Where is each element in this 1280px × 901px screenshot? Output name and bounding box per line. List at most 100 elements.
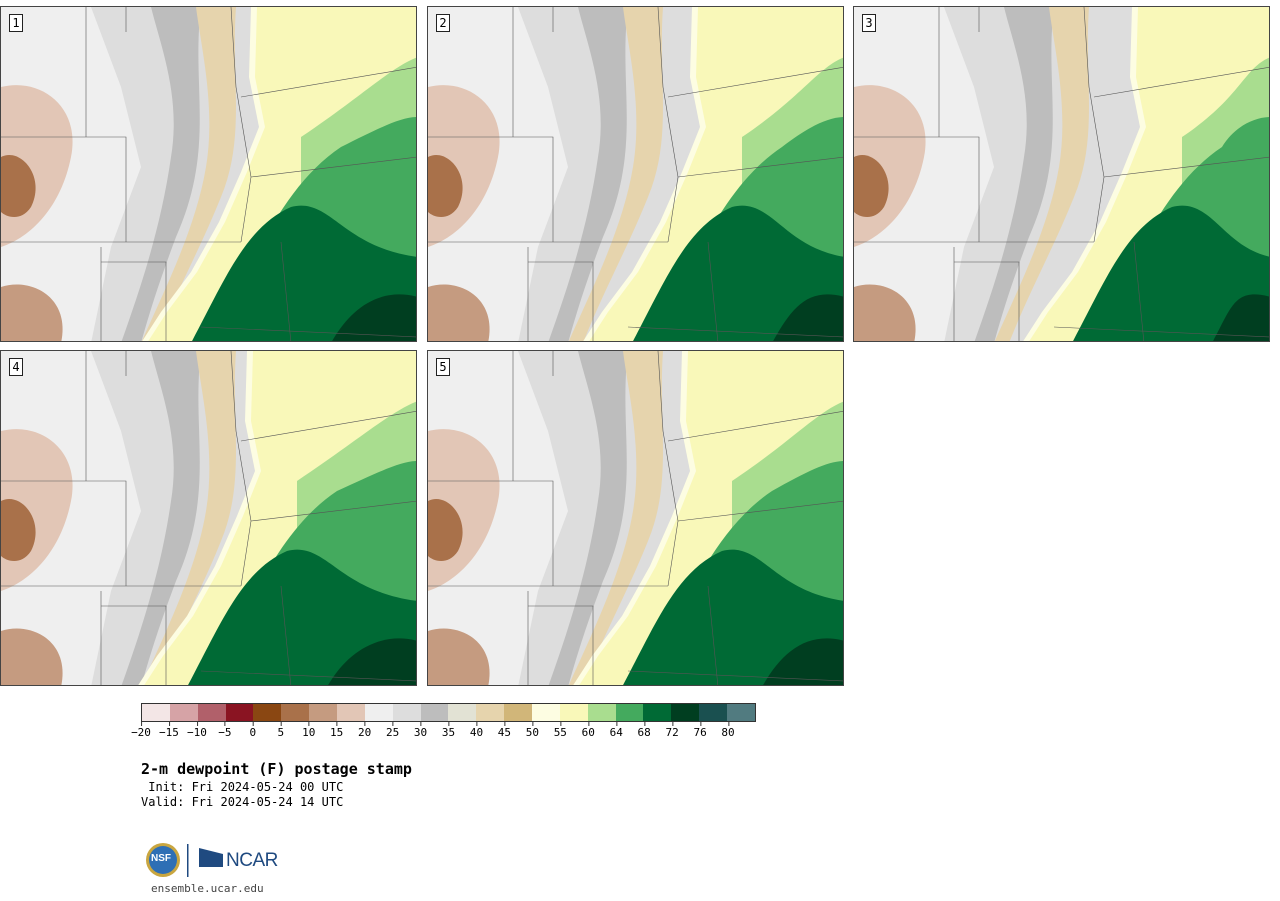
- colorbar-tick-label: 80: [721, 722, 735, 744]
- state-border: [667, 67, 843, 98]
- colorbar-tick-label: −5: [218, 722, 231, 744]
- colorbar-tick-label: 55: [554, 722, 567, 744]
- nsf-seal: [149, 846, 177, 874]
- plains-gray-band: [121, 351, 201, 685]
- rockies-brown: [428, 155, 463, 217]
- state-border: [1103, 156, 1269, 178]
- moist-band-68: [1073, 205, 1269, 341]
- colorbar-tick-label: 15: [330, 722, 343, 744]
- colorbar-tick-label: 50: [526, 722, 539, 744]
- dewpoint-map: [1, 7, 416, 341]
- colorbar-tick-label: 45: [498, 722, 511, 744]
- colorbar-segment: [364, 704, 393, 721]
- colorbar-tick-label: 68: [638, 722, 651, 744]
- colorbar-segment: [671, 704, 700, 721]
- plains-tan-band: [141, 351, 236, 685]
- rockies-brown: [854, 155, 889, 217]
- moist-band-72: [1213, 294, 1269, 341]
- colorbar-segment: [727, 704, 755, 721]
- colorbar-tick-label: −20: [131, 722, 151, 744]
- southwest-tan: [854, 284, 916, 341]
- rockies-brown: [1, 155, 36, 217]
- valid-time: Valid: Fri 2024-05-24 14 UTC: [141, 795, 344, 809]
- colorbar-tick-label: 64: [610, 722, 623, 744]
- rockies-brown: [428, 499, 463, 561]
- logo-graphics: [146, 843, 223, 877]
- colorbar-tick-label: 72: [666, 722, 679, 744]
- moist-band-72: [332, 294, 416, 341]
- map-panel: 5: [427, 350, 844, 686]
- figure-title: 2-m dewpoint (F) postage stamp: [141, 760, 412, 778]
- colorbar-tick-label: −15: [159, 722, 179, 744]
- state-border: [240, 411, 416, 442]
- colorbar-tick-label: −10: [187, 722, 207, 744]
- dewpoint-map: [854, 7, 1269, 341]
- map-panel: 2: [427, 6, 844, 342]
- state-border: [101, 261, 167, 341]
- moist-band-72: [328, 638, 416, 685]
- moist-band-72: [773, 294, 843, 341]
- colorbar-segment: [699, 704, 728, 721]
- moist-band-68: [192, 205, 416, 341]
- colorbar-tick-label: 76: [693, 722, 707, 744]
- colorbar-segment: [532, 704, 560, 721]
- state-border: [230, 351, 252, 587]
- init-time: Init: Fri 2024-05-24 00 UTC: [141, 780, 344, 794]
- panel-number-label: 3: [862, 14, 876, 32]
- colorbar-segment: [392, 704, 421, 721]
- southwest-tan: [428, 284, 490, 341]
- moist-band-68: [633, 205, 843, 341]
- colorbar-tick-label: 40: [470, 722, 483, 744]
- state-border: [428, 480, 554, 586]
- colorbar-tick-label: 0: [250, 722, 256, 744]
- colorbar-segment: [448, 704, 477, 721]
- colorbar-ticks: −20 −15 −10 −5 0 5 10 15 20 25 30 35 40 45 50 55 60 64 68 7…: [131, 722, 756, 744]
- state-border: [200, 326, 416, 338]
- plains-gray-band: [974, 7, 1054, 341]
- colorbar-segment: [643, 704, 672, 721]
- state-border: [250, 156, 416, 178]
- colorbar-segment: [420, 704, 449, 721]
- state-border: [280, 585, 292, 685]
- moist-band-72: [763, 638, 843, 685]
- state-border: [101, 605, 167, 685]
- state-border: [707, 241, 719, 341]
- logos: NSF NCAR: [143, 842, 283, 882]
- plains-tan-band: [568, 7, 663, 341]
- colorbar-segment: [197, 704, 226, 721]
- state-border: [1083, 7, 1105, 243]
- colorbar-segment: [225, 704, 254, 721]
- plains-tan-band: [141, 7, 236, 341]
- colorbar-tick-label: 30: [414, 722, 427, 744]
- state-border: [854, 136, 980, 242]
- southwest-tan: [1, 284, 63, 341]
- state-border: [954, 261, 1020, 341]
- logo-divider: [187, 844, 189, 877]
- map-panel: 3: [853, 6, 1270, 342]
- state-border: [677, 500, 843, 522]
- state-border: [657, 351, 679, 587]
- colorbar-tick-label: 20: [358, 722, 371, 744]
- moist-band-68: [623, 549, 843, 685]
- dewpoint-map: [428, 351, 843, 685]
- state-border: [1053, 326, 1269, 338]
- plains-tan-band: [994, 7, 1089, 341]
- colorbar-tick-label: 60: [582, 722, 595, 744]
- state-border: [627, 326, 843, 338]
- panel-number-label: 5: [436, 358, 450, 376]
- state-border: [1133, 241, 1145, 341]
- southwest-tan: [1, 628, 63, 685]
- nsf-logo-text: NSF: [151, 853, 171, 864]
- panel-number-label: 2: [436, 14, 450, 32]
- state-border: [707, 585, 719, 685]
- state-border: [250, 500, 416, 522]
- rockies-brown: [1, 499, 36, 561]
- colorbar-segment: [309, 704, 338, 721]
- state-border: [1, 480, 127, 586]
- state-border: [677, 156, 843, 178]
- state-border: [657, 7, 679, 243]
- state-border: [1093, 67, 1269, 98]
- colorbar-segment: [504, 704, 533, 721]
- southwest-tan: [428, 628, 490, 685]
- panel-number-label: 1: [9, 14, 23, 32]
